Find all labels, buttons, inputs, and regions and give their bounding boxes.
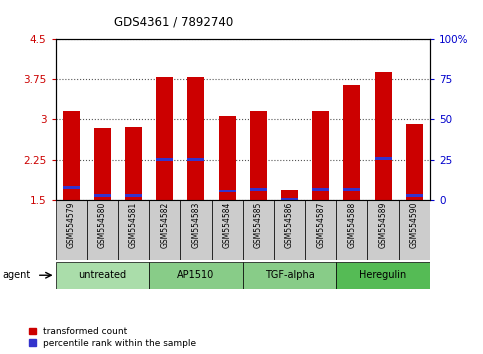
Bar — [63, 112, 80, 200]
Bar — [180, 200, 212, 260]
Bar — [156, 158, 173, 161]
Bar — [125, 194, 142, 197]
Bar — [406, 124, 423, 200]
Text: GSM554580: GSM554580 — [98, 202, 107, 248]
Bar — [56, 200, 87, 260]
Text: GSM554589: GSM554589 — [379, 202, 387, 248]
Bar — [149, 262, 242, 289]
Text: GSM554585: GSM554585 — [254, 202, 263, 248]
Bar — [250, 188, 267, 190]
Bar — [374, 157, 392, 160]
Text: GSM554586: GSM554586 — [285, 202, 294, 248]
Text: GDS4361 / 7892740: GDS4361 / 7892740 — [114, 16, 233, 29]
Bar — [118, 200, 149, 260]
Text: agent: agent — [2, 270, 30, 280]
Bar — [281, 190, 298, 200]
Text: TGF-alpha: TGF-alpha — [265, 270, 314, 280]
Bar — [87, 200, 118, 260]
Bar — [343, 85, 360, 200]
Bar — [218, 116, 236, 200]
Text: AP1510: AP1510 — [177, 270, 214, 280]
Bar — [187, 158, 204, 161]
Text: GSM554582: GSM554582 — [160, 202, 169, 248]
Text: GSM554583: GSM554583 — [191, 202, 200, 248]
Bar — [336, 262, 430, 289]
Bar — [156, 76, 173, 200]
Bar — [312, 112, 329, 200]
Text: GSM554587: GSM554587 — [316, 202, 325, 248]
Bar — [374, 72, 392, 200]
Bar — [242, 200, 274, 260]
Text: GSM554584: GSM554584 — [223, 202, 232, 248]
Bar — [406, 194, 423, 197]
Bar — [56, 262, 149, 289]
Bar — [94, 127, 111, 200]
Legend: transformed count, percentile rank within the sample: transformed count, percentile rank withi… — [28, 327, 196, 348]
Text: GSM554579: GSM554579 — [67, 202, 76, 248]
Bar — [343, 188, 360, 190]
Bar — [218, 189, 236, 192]
Bar — [336, 200, 368, 260]
Text: GSM554581: GSM554581 — [129, 202, 138, 248]
Bar — [242, 262, 336, 289]
Bar — [274, 200, 305, 260]
Bar — [63, 186, 80, 189]
Bar — [281, 198, 298, 201]
Bar — [305, 200, 336, 260]
Bar — [398, 200, 430, 260]
Text: GSM554590: GSM554590 — [410, 202, 419, 248]
Bar — [125, 127, 142, 200]
Bar — [187, 76, 204, 200]
Bar — [94, 194, 111, 197]
Text: untreated: untreated — [78, 270, 127, 280]
Text: Heregulin: Heregulin — [359, 270, 407, 280]
Bar — [149, 200, 180, 260]
Bar — [312, 188, 329, 190]
Bar — [368, 200, 398, 260]
Bar — [212, 200, 242, 260]
Bar — [250, 112, 267, 200]
Text: GSM554588: GSM554588 — [347, 202, 356, 248]
